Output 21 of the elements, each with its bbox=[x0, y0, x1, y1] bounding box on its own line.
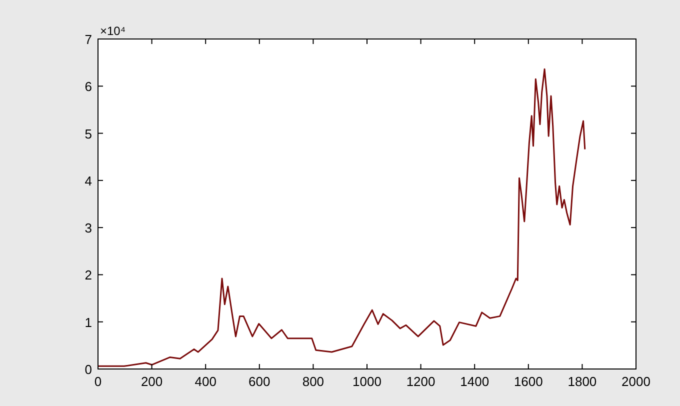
y-tick-label: 2 bbox=[84, 268, 92, 283]
y-tick-label: 6 bbox=[84, 79, 92, 94]
line-series bbox=[97, 68, 586, 367]
y-tick-label: 5 bbox=[84, 126, 92, 142]
x-tick-label: 1800 bbox=[568, 374, 597, 389]
x-tick-label: 1000 bbox=[352, 374, 382, 389]
x-tick-label: 0 bbox=[94, 374, 102, 389]
x-tick-label: 600 bbox=[248, 374, 270, 389]
x-tick-label: 1600 bbox=[514, 374, 543, 389]
y-tick-label: 0 bbox=[84, 362, 92, 377]
y-tick-label: 3 bbox=[84, 220, 92, 236]
x-tick-label: 1400 bbox=[460, 374, 490, 389]
text: ×10⁴ bbox=[100, 24, 126, 38]
x-tick-label: 1200 bbox=[406, 374, 436, 389]
y-tick-label: 1 bbox=[84, 314, 92, 330]
y-tick-label: 7 bbox=[84, 32, 92, 47]
x-tick-label: 800 bbox=[302, 374, 324, 389]
x-tick-label: 400 bbox=[194, 374, 216, 389]
y-tick-label: 4 bbox=[84, 173, 92, 188]
x-tick-label: 2000 bbox=[622, 374, 650, 389]
x-tick-label: 200 bbox=[140, 374, 163, 389]
